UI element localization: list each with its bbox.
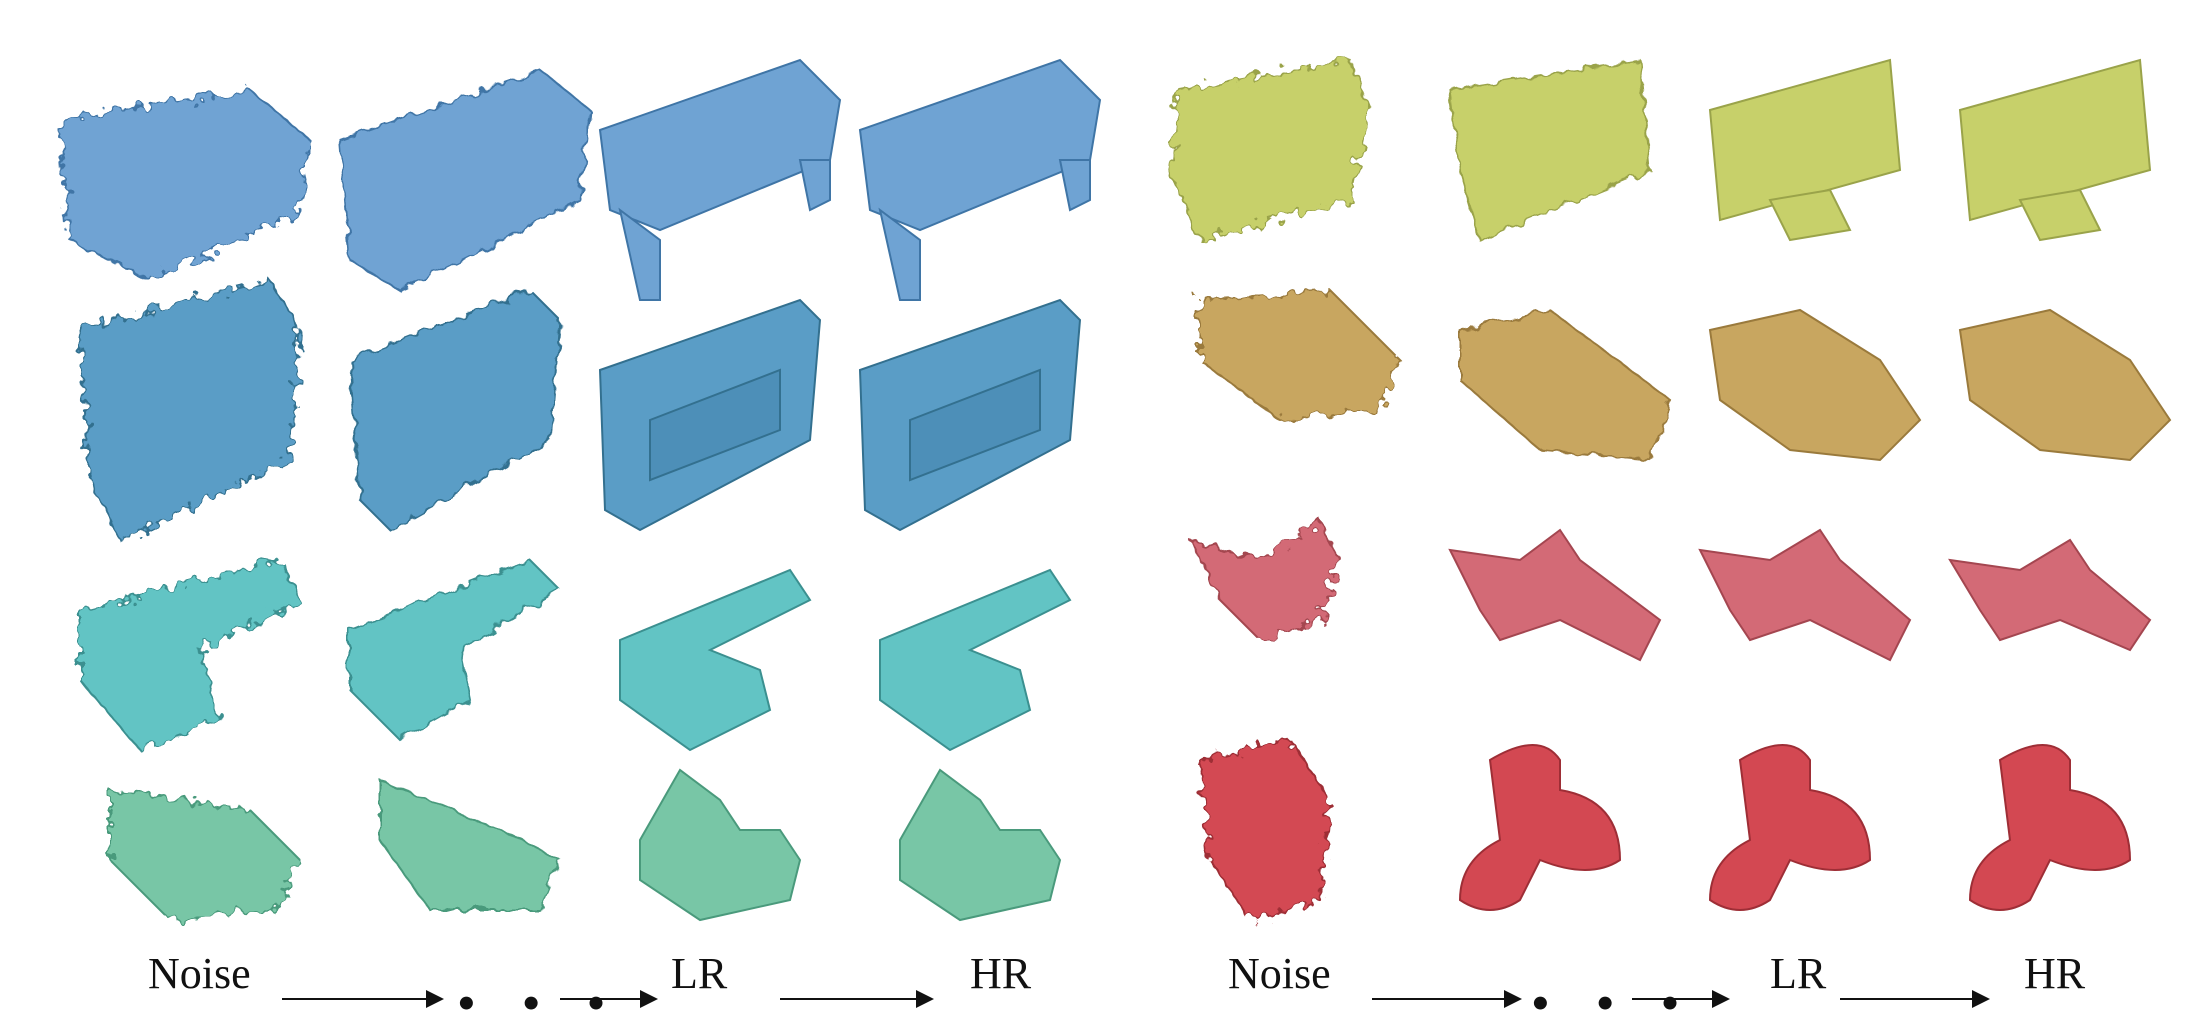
- monitor-lr: [1708, 58, 1902, 242]
- caption-left-hr: HR: [970, 949, 1032, 998]
- sofa-small-noise: [109, 788, 302, 922]
- lamp-lr: [1708, 744, 1872, 911]
- airplane-lr: [1698, 528, 1912, 662]
- cabinet-lr: [598, 298, 822, 532]
- caption-left-lr: LR: [671, 949, 728, 998]
- car-hr: [1958, 308, 2172, 462]
- car-lr: [1708, 308, 1922, 462]
- cabinet-intermediate: [348, 288, 562, 532]
- cabinet-hr: [858, 298, 1082, 532]
- sofa-small-hr: [899, 768, 1062, 922]
- caption-right-lr: LR: [1770, 949, 1827, 998]
- right-row-2-car: [1199, 288, 2172, 462]
- right-row-1-monitor: [1168, 58, 2152, 242]
- caption-right-arrow-3: [1840, 990, 1990, 1008]
- sofa-lr: [619, 568, 812, 752]
- left-row-2-cabinet: [78, 278, 1082, 542]
- sofa-small-lr: [639, 768, 802, 922]
- car-intermediate: [1459, 308, 1672, 462]
- caption-right-hr: HR: [2024, 949, 2086, 998]
- left-row-3-sofa: [79, 558, 1072, 752]
- car-noise: [1199, 288, 1402, 422]
- monitor-hr: [1958, 58, 2152, 242]
- caption-left-arrow-3: [780, 990, 934, 1008]
- bench-hr: [858, 58, 1102, 301]
- caption-right-arrow-2: [1632, 990, 1730, 1008]
- monitor-noise: [1168, 58, 1372, 242]
- right-row-4-lamp: [1198, 738, 2132, 922]
- airplane-noise: [1188, 518, 1342, 642]
- caption-left-ellipsis: • • •: [458, 977, 623, 1030]
- airplane-intermediate: [1448, 528, 1662, 662]
- airplane-hr: [1948, 538, 2152, 652]
- caption-right-noise: Noise: [1228, 949, 1331, 998]
- sofa-small-intermediate: [379, 778, 562, 911]
- left-row-1-bench: [58, 58, 1102, 301]
- caption-left-arrow-1: [282, 990, 444, 1008]
- caption-left-noise: Noise: [148, 949, 251, 998]
- cabinet-noise: [78, 278, 302, 542]
- caption-right-ellipsis: • • •: [1532, 977, 1697, 1030]
- caption-right-arrow-1: [1372, 990, 1522, 1008]
- left-row-4-sofa-small: [109, 768, 1062, 922]
- caption-left-arrow-2: [560, 990, 658, 1008]
- lamp-hr: [1968, 744, 2132, 911]
- bench-noise: [58, 88, 312, 282]
- sofa-hr: [879, 568, 1072, 752]
- lamp-intermediate: [1458, 744, 1622, 911]
- lamp-noise: [1198, 738, 1332, 922]
- bench-intermediate: [338, 68, 592, 292]
- sofa-intermediate: [349, 558, 562, 742]
- bench-lr: [598, 58, 842, 301]
- right-row-3-airplane: [1188, 518, 2152, 662]
- sofa-noise: [79, 558, 302, 752]
- monitor-intermediate: [1448, 58, 1652, 242]
